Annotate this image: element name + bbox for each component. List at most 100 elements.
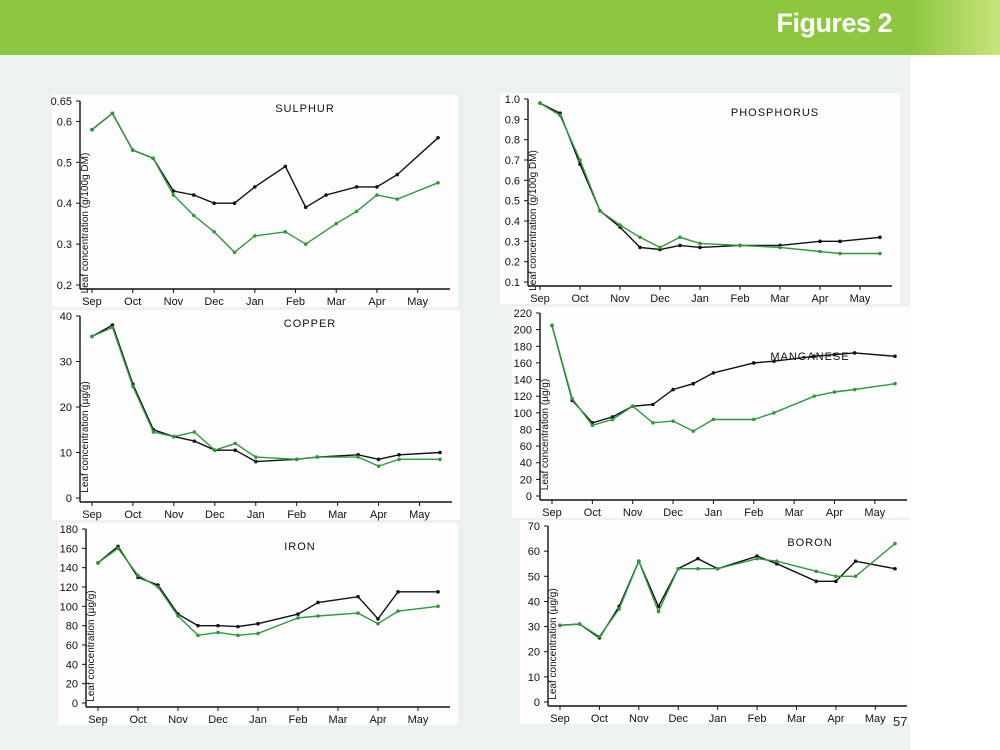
data-point-0	[253, 185, 257, 189]
chart-panel-4: 0 20 40 60 80 100 120 140 160 180 Sep Oct Nov Dec Jan F…	[58, 523, 458, 726]
data-point-0	[638, 245, 642, 250]
data-point-1	[303, 242, 308, 246]
data-point-0	[192, 439, 197, 443]
data-point-0	[256, 621, 260, 626]
data-point-0	[216, 623, 220, 628]
data-point-1	[316, 614, 320, 618]
data-point-1	[315, 455, 319, 459]
chart-background	[52, 95, 458, 307]
data-point-1	[376, 464, 381, 468]
data-point-1	[577, 622, 582, 626]
data-point-1	[171, 193, 176, 197]
x-tick-label: Mar	[328, 509, 347, 521]
data-point-0	[283, 164, 288, 169]
x-tick-label: Dec	[205, 509, 225, 521]
x-tick-label: Mar	[327, 296, 346, 308]
data-point-1	[436, 604, 440, 609]
data-point-1	[671, 419, 675, 423]
data-point-0	[610, 415, 615, 419]
x-tick-label: Apr	[827, 713, 844, 725]
y-tick-label: 80	[520, 424, 532, 436]
y-tick-label: 40	[528, 596, 540, 608]
x-tick-label: Oct	[571, 293, 588, 305]
data-point-0	[893, 566, 897, 571]
x-tick-label: May	[865, 713, 886, 725]
data-point-0	[303, 205, 308, 210]
data-point-1	[755, 556, 759, 561]
data-point-1	[283, 230, 288, 234]
data-point-1	[651, 421, 655, 425]
accent-strip	[910, 0, 1000, 55]
data-point-1	[618, 223, 622, 227]
y-tick-label: 60	[66, 640, 78, 652]
data-point-1	[774, 559, 779, 563]
x-tick-label: Jan	[247, 509, 265, 521]
x-tick-label: Mar	[785, 507, 804, 519]
data-point-1	[90, 334, 94, 339]
y-tick-label: 0.6	[57, 116, 72, 128]
chart-background	[52, 310, 460, 520]
data-point-0	[818, 239, 822, 244]
data-point-1	[818, 249, 822, 254]
x-tick-label: May	[850, 293, 871, 305]
data-point-0	[233, 448, 238, 453]
y-tick-label: 50	[528, 571, 540, 583]
data-point-1	[176, 614, 180, 618]
data-point-1	[814, 569, 818, 574]
data-point-1	[213, 448, 217, 453]
data-point-0	[834, 579, 838, 584]
data-point-1	[131, 384, 135, 389]
y-tick-label: 10	[60, 448, 72, 460]
y-tick-label: 0.5	[57, 157, 72, 169]
data-point-1	[151, 156, 155, 161]
data-point-1	[375, 193, 379, 197]
data-point-1	[893, 541, 897, 546]
x-tick-label: Sep	[88, 714, 108, 726]
x-tick-label: May	[864, 507, 885, 519]
y-tick-label: 20	[66, 679, 78, 691]
data-point-0	[678, 243, 682, 248]
data-point-1	[617, 607, 621, 611]
x-tick-label: Oct	[129, 714, 146, 726]
data-point-1	[711, 417, 716, 422]
data-point-0	[853, 559, 858, 563]
data-point-1	[253, 234, 257, 238]
data-point-0	[324, 193, 328, 197]
x-tick-label: Feb	[748, 713, 767, 725]
x-tick-label: Feb	[287, 509, 306, 521]
data-point-1	[90, 127, 94, 132]
data-point-0	[893, 354, 897, 359]
data-point-0	[772, 359, 776, 364]
x-tick-label: May	[408, 714, 429, 726]
data-point-1	[232, 250, 237, 255]
y-axis-label: Leaf concentration (g/100g DM)	[528, 150, 539, 291]
data-point-1	[397, 457, 401, 462]
y-tick-label: 0.6	[505, 175, 520, 187]
y-tick-label: 0.1	[505, 277, 520, 289]
y-tick-label: 0	[72, 698, 78, 710]
y-tick-label: 120	[514, 391, 532, 403]
data-point-1	[116, 546, 120, 551]
x-tick-label: Nov	[168, 714, 188, 726]
data-point-0	[832, 352, 837, 357]
data-point-0	[396, 590, 400, 594]
data-point-1	[610, 417, 615, 422]
data-point-0	[296, 612, 300, 616]
data-point-1	[656, 609, 661, 614]
x-tick-label: Sep	[82, 509, 102, 521]
y-tick-label: 70	[528, 521, 540, 533]
y-tick-label: 0.65	[51, 96, 72, 108]
data-point-0	[191, 193, 196, 197]
data-point-1	[294, 457, 299, 462]
data-point-1	[396, 609, 400, 613]
x-tick-label: Oct	[584, 507, 601, 519]
y-tick-label: 60	[520, 441, 532, 453]
data-point-1	[356, 611, 360, 615]
data-point-1	[253, 455, 258, 459]
chart-title: SULPHUR	[275, 103, 335, 115]
y-axis-label: Leaf concentration (µg/g)	[540, 379, 551, 490]
y-axis-label: Leaf concentration (µg/g)	[548, 588, 559, 699]
y-tick-label: 1.0	[505, 94, 520, 106]
y-tick-label: 0.4	[57, 198, 72, 210]
x-tick-label: Feb	[744, 507, 763, 519]
